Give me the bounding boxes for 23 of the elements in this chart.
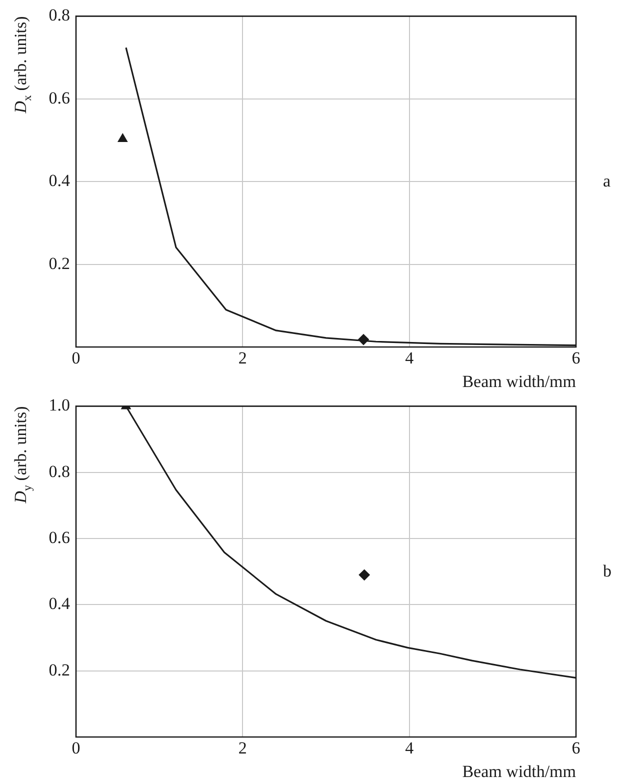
- x-tick-label: 4: [405, 348, 414, 368]
- x-tick-label: 2: [238, 348, 247, 368]
- y-tick-label: 0.4: [48, 171, 70, 190]
- y-axis-title: Dy (arb. units): [11, 406, 34, 504]
- y-tick-label: 0.8: [48, 6, 70, 25]
- x-tick-label: 6: [572, 738, 580, 758]
- x-tick-label: 0: [72, 738, 80, 758]
- text: b: [603, 562, 612, 581]
- x-tick-label: 0: [72, 348, 80, 368]
- x-tick-label: 2: [238, 738, 247, 758]
- y-tick-label: 0.8: [48, 462, 70, 481]
- x-tick-label: 6: [572, 348, 580, 368]
- text: a: [603, 172, 611, 191]
- y-tick-label: 0.6: [48, 88, 70, 108]
- y-tick-label: 0.2: [48, 660, 70, 680]
- y-tick-label: 1.0: [48, 396, 70, 415]
- x-axis-title: Beam width/mm: [462, 762, 576, 780]
- x-tick-label: 4: [405, 738, 414, 758]
- x-axis-title: Beam width/mm: [462, 372, 576, 391]
- y-axis-title: Dx (arb. units): [11, 16, 34, 114]
- y-tick-label: 0.4: [48, 594, 70, 614]
- y-tick-label: 0.2: [48, 254, 70, 273]
- y-tick-label: 0.6: [48, 528, 70, 547]
